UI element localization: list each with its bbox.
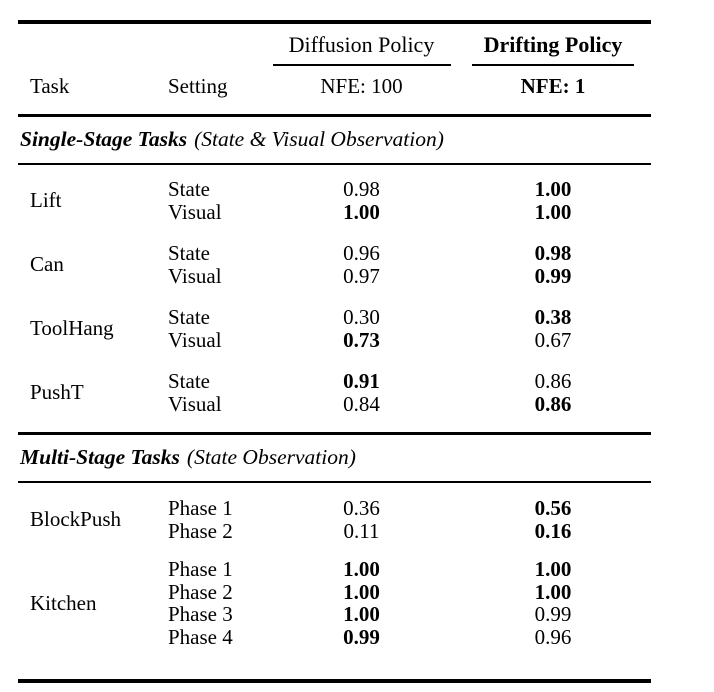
task-label-toolhang: ToolHang (30, 316, 114, 340)
setting-label: Phase 1 (168, 557, 233, 581)
section-header-multi-stage: Multi-Stage Tasks (State Observation) (18, 435, 651, 481)
diffusion-underline-rule (272, 64, 451, 66)
setting-label: Visual (168, 263, 222, 288)
task-group-can: Can State 0.96 0.98 Visual 0.97 0.99 (18, 242, 651, 287)
task-group-kitchen: Kitchen Phase 1 1.00 1.00 Phase 2 1.00 1… (18, 558, 651, 648)
diffusion-score: 0.99 (343, 624, 380, 649)
setting-label: Visual (168, 199, 222, 224)
setting-label: Phase 1 (168, 496, 233, 520)
section2-top-rule (18, 480, 651, 483)
drifting-policy-label: Drifting Policy (483, 32, 623, 57)
results-table: Task Setting Diffusion Policy NFE: 100 D… (18, 20, 651, 683)
setting-column-header: Setting (168, 74, 228, 98)
task-label-lift: Lift (30, 188, 62, 212)
drifting-score: 0.67 (534, 327, 572, 352)
diffusion-score: 0.98 (343, 177, 380, 201)
diffusion-score: 0.91 (343, 369, 380, 393)
drifting-score: 0.96 (534, 624, 572, 649)
setting-label: Phase 2 (168, 518, 233, 543)
task-group-toolhang: ToolHang State 0.30 0.38 Visual 0.73 0.6… (18, 306, 651, 351)
task-column-header: Task (30, 74, 70, 98)
drifting-score: 1.00 (534, 579, 572, 604)
drifting-score: 0.86 (534, 369, 572, 393)
drifting-score: 1.00 (534, 557, 572, 581)
diffusion-score: 0.96 (343, 241, 380, 265)
setting-label: Visual (168, 327, 222, 352)
diffusion-policy-column-header: Diffusion Policy NFE: 100 (268, 30, 455, 100)
setting-label: Phase 3 (168, 602, 233, 626)
drifting-score: 0.99 (534, 263, 572, 288)
task-label-pusht: PushT (30, 380, 84, 404)
drifting-score: 0.98 (534, 241, 572, 265)
drifting-policy-column-header: Drifting Policy NFE: 1 (455, 30, 651, 100)
task-group-blockpush: BlockPush Phase 1 0.36 0.56 Phase 2 0.11… (18, 497, 651, 542)
diffusion-score: 0.30 (343, 305, 380, 329)
task-group-pusht: PushT State 0.91 0.86 Visual 0.84 0.86 (18, 370, 651, 415)
setting-label: Visual (168, 391, 222, 416)
task-label-can: Can (30, 252, 64, 276)
diffusion-score: 1.00 (343, 199, 380, 224)
setting-label: Phase 4 (168, 624, 233, 649)
section-title: Multi-Stage Tasks (20, 444, 180, 469)
setting-label: State (168, 177, 210, 201)
diffusion-score: 0.73 (343, 327, 380, 352)
multi-stage-body: BlockPush Phase 1 0.36 0.56 Phase 2 0.11… (18, 483, 651, 679)
diffusion-score: 1.00 (343, 579, 380, 604)
diffusion-score: 0.97 (343, 263, 380, 288)
table-header: Task Setting Diffusion Policy NFE: 100 D… (18, 24, 651, 114)
drifting-score: 0.86 (534, 391, 572, 416)
drifting-nfe-label: NFE: 1 (520, 74, 586, 98)
single-stage-body: Lift State 0.98 1.00 Visual 1.00 1.00 Ca… (18, 165, 651, 432)
task-label-blockpush: BlockPush (30, 507, 122, 531)
section-title: Single-Stage Tasks (20, 126, 188, 151)
diffusion-score: 1.00 (343, 557, 380, 581)
task-group-lift: Lift State 0.98 1.00 Visual 1.00 1.00 (18, 178, 651, 223)
section2-header-top-rule (18, 432, 651, 435)
bottom-rule (18, 679, 651, 683)
section-subtitle: (State & Visual Observation) (194, 126, 444, 151)
diffusion-score: 0.11 (343, 518, 380, 543)
setting-label: Phase 2 (168, 579, 233, 604)
drifting-underline-rule (472, 64, 634, 66)
section-header-single-stage: Single-Stage Tasks (State & Visual Observ… (18, 117, 651, 163)
diffusion-policy-label: Diffusion Policy (288, 32, 435, 57)
setting-label: State (168, 369, 210, 393)
diffusion-score: 0.84 (343, 391, 380, 416)
drifting-score: 0.99 (534, 602, 572, 626)
drifting-score: 1.00 (534, 177, 572, 201)
diffusion-nfe-label: NFE: 100 (320, 74, 403, 98)
header-bottom-rule (18, 114, 651, 117)
task-label-kitchen: Kitchen (30, 590, 97, 615)
section-subtitle: (State Observation) (186, 444, 356, 469)
diffusion-score: 0.36 (343, 496, 380, 520)
drifting-score: 0.16 (534, 518, 572, 543)
drifting-score: 0.56 (534, 496, 572, 520)
drifting-score: 1.00 (534, 199, 572, 224)
section1-top-rule (18, 162, 651, 165)
setting-label: State (168, 241, 210, 265)
drifting-score: 0.38 (534, 305, 572, 329)
diffusion-score: 1.00 (343, 602, 380, 626)
top-rule (18, 20, 651, 24)
setting-label: State (168, 305, 210, 329)
